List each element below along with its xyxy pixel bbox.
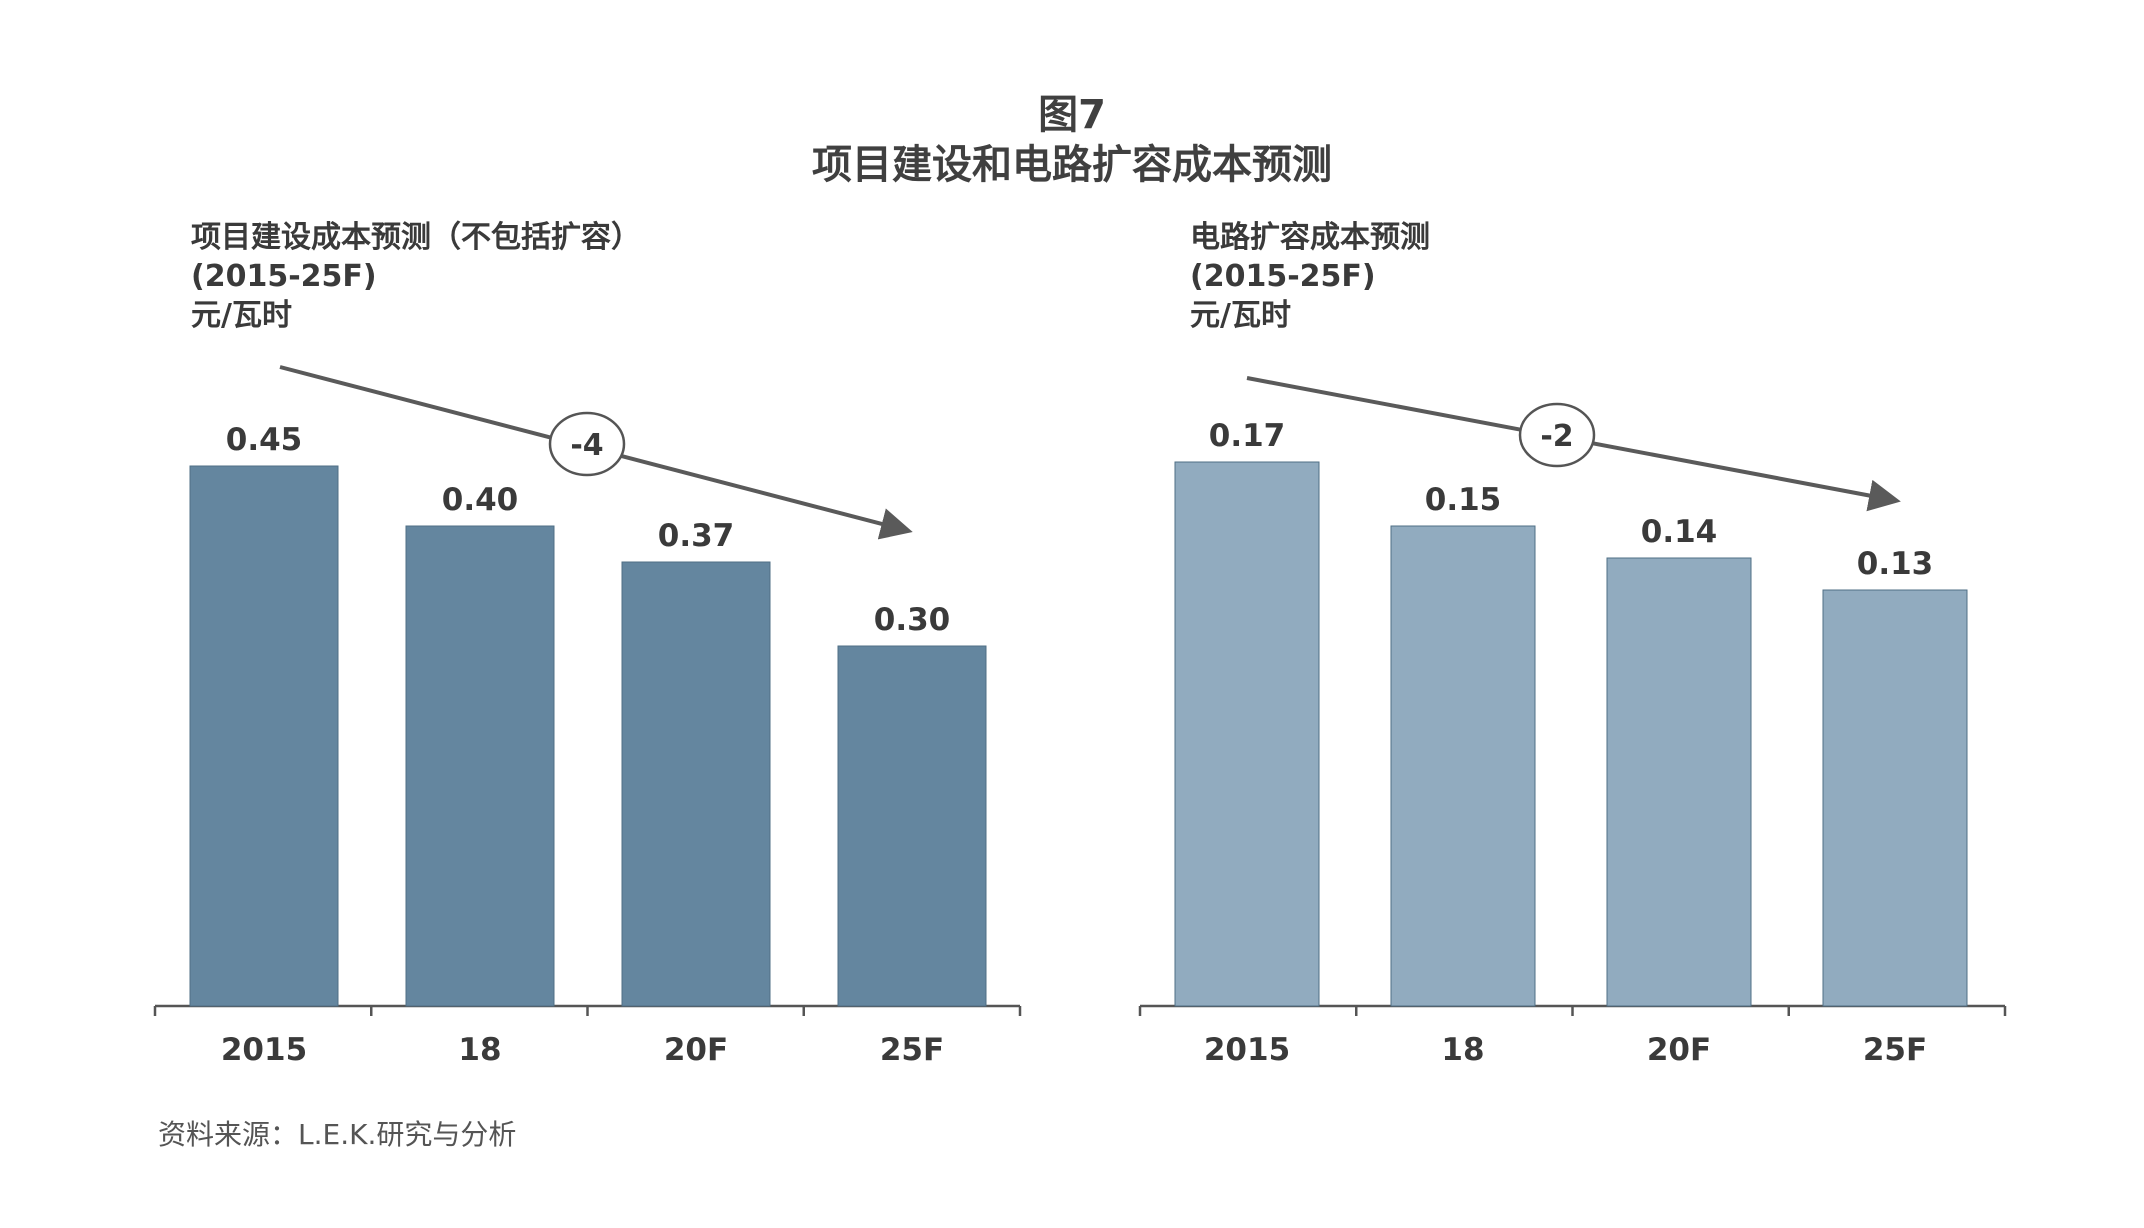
figure-number: 图7 bbox=[1038, 92, 1106, 138]
right-trend-badge bbox=[1518, 402, 1596, 468]
left-category-label: 25F bbox=[880, 1032, 944, 1068]
left-bar-2015 bbox=[189, 465, 339, 1007]
right-value-label: 0.15 bbox=[1425, 482, 1502, 518]
right-bar-18 bbox=[1390, 525, 1536, 1007]
left-category-label: 20F bbox=[664, 1032, 728, 1068]
left-bar-18 bbox=[405, 525, 555, 1007]
left-chart-subtitle: (2015-25F) bbox=[191, 259, 377, 294]
right-category-label: 18 bbox=[1441, 1032, 1484, 1068]
left-category-label: 18 bbox=[458, 1032, 501, 1068]
left-chart-title: 项目建设成本预测（不包括扩容） bbox=[191, 220, 641, 255]
left-chart-unit: 元/瓦时 bbox=[191, 298, 292, 333]
left-chart: 0.45 2015 0.40 18 0.37 20F 0.30 25F -4 bbox=[153, 365, 1022, 1068]
right-value-label: 0.17 bbox=[1209, 418, 1286, 454]
left-chart-header: 项目建设成本预测（不包括扩容） (2015-25F) 元/瓦时 bbox=[191, 218, 641, 335]
left-bar-20F bbox=[621, 561, 771, 1007]
left-category-label: 2015 bbox=[221, 1032, 307, 1068]
right-bar-2015 bbox=[1174, 461, 1320, 1007]
left-value-label: 0.30 bbox=[874, 602, 951, 638]
right-category-label: 20F bbox=[1647, 1032, 1711, 1068]
right-category-label: 25F bbox=[1863, 1032, 1927, 1068]
right-trend-label: -2 bbox=[1540, 419, 1573, 454]
left-trend-label: -4 bbox=[570, 428, 603, 463]
right-bar-20F bbox=[1606, 557, 1752, 1007]
right-chart-header: 电路扩容成本预测 (2015-25F) 元/瓦时 bbox=[1190, 218, 1430, 335]
right-chart-title: 电路扩容成本预测 bbox=[1190, 220, 1430, 255]
source-note: 资料来源：L.E.K.研究与分析 bbox=[158, 1118, 517, 1151]
right-value-label: 0.14 bbox=[1641, 514, 1718, 550]
left-value-label: 0.40 bbox=[442, 482, 519, 518]
right-chart-subtitle: (2015-25F) bbox=[1190, 259, 1376, 294]
right-value-label: 0.13 bbox=[1857, 546, 1934, 582]
left-value-label: 0.37 bbox=[658, 518, 735, 554]
right-category-label: 2015 bbox=[1204, 1032, 1290, 1068]
left-trend-badge bbox=[548, 411, 626, 477]
left-value-label: 0.45 bbox=[226, 422, 303, 458]
figure-title: 项目建设和电路扩容成本预测 bbox=[812, 142, 1332, 188]
right-bar-25F bbox=[1822, 589, 1968, 1007]
left-bar-25F bbox=[837, 645, 987, 1007]
right-chart-unit: 元/瓦时 bbox=[1190, 298, 1291, 333]
right-chart: 0.17 2015 0.15 18 0.14 20F 0.13 25F -2 bbox=[1138, 376, 2007, 1068]
